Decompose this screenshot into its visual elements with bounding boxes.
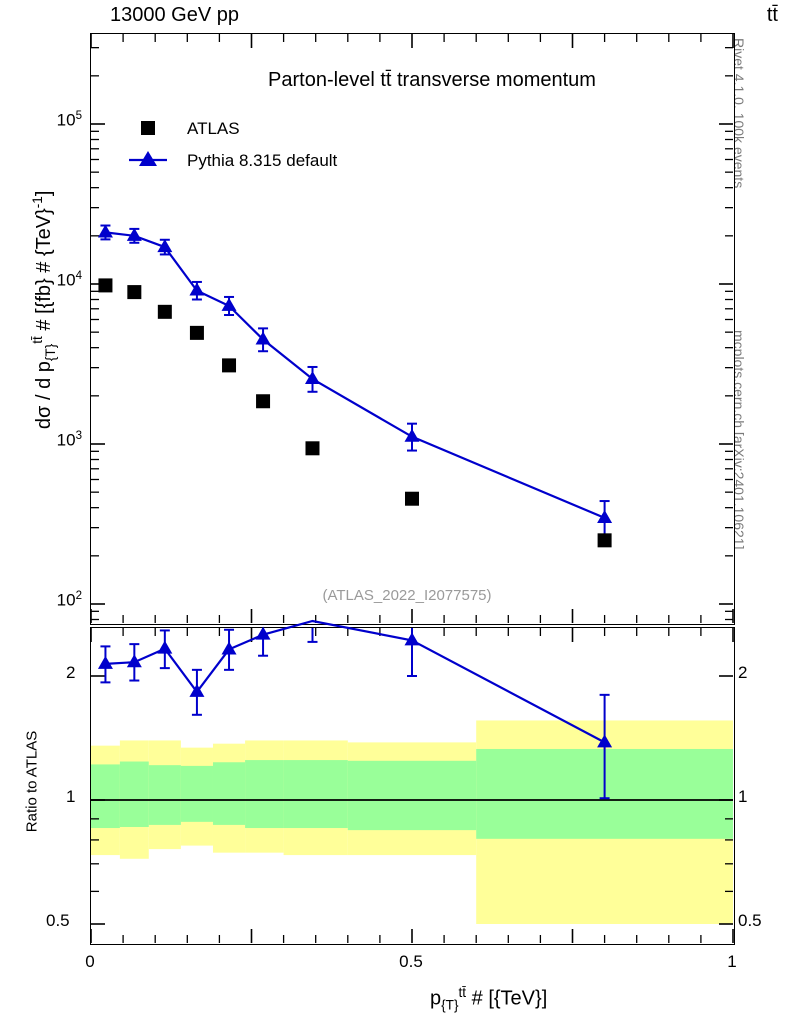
data-point-pythia: [157, 239, 173, 253]
y-axis-title-exponent: -1: [30, 196, 46, 209]
legend-marker-atlas: [141, 121, 155, 135]
x-axis-title: p{T}tt̄ # [{TeV}]: [430, 985, 547, 1013]
data-point-pythia: [221, 297, 237, 311]
ratio-tick-label-left: 2: [66, 663, 76, 682]
x-tick-label-2: 1: [727, 952, 737, 971]
data-point-atlas: [98, 278, 113, 293]
series-atlas-main: [98, 278, 612, 548]
ratio-tick-label-right: 1: [738, 787, 748, 806]
data-point-ratio: [157, 640, 173, 654]
main-plot-svg: Parton-level tt̄ transverse momentum (ATL…: [90, 34, 734, 623]
y-tick-label-1e4: 104: [56, 270, 82, 290]
legend-marker-pythia: [139, 151, 157, 166]
dataset-watermark: (ATLAS_2022_I2077575): [322, 587, 491, 604]
y-axis-title-subscript: {T}: [42, 343, 58, 362]
ratio-plot-panel: [90, 619, 735, 945]
x-tick-label-1: 0.5: [399, 952, 423, 971]
data-point-pythia: [255, 331, 271, 345]
data-point-ratio: [97, 655, 113, 669]
ratio-y-axis-title: Ratio to ATLAS: [23, 730, 41, 833]
x-axis-title-part-b: # [{TeV}]: [466, 987, 548, 1010]
legend-label-pythia: Pythia 8.315 default: [187, 151, 338, 170]
data-point-ratio: [189, 683, 205, 697]
data-point-atlas: [305, 441, 320, 456]
header-beam-info: 13000 GeV pp: [110, 4, 239, 26]
data-point-pythia: [126, 227, 142, 241]
data-point-pythia: [404, 428, 420, 442]
y-axis-title-part-a: dσ / d p: [32, 361, 55, 430]
y-tick-label-1e3: 103: [56, 430, 82, 450]
legend-label-atlas: ATLAS: [187, 119, 240, 138]
y-axis-title-part-c: ]: [32, 190, 55, 197]
data-point-pythia: [304, 370, 320, 384]
data-point-ratio: [597, 734, 613, 748]
data-point-atlas: [157, 304, 172, 319]
data-point-atlas: [256, 394, 271, 409]
data-point-atlas: [405, 491, 419, 506]
y-axis-title-superscript: tt̄: [30, 336, 46, 344]
ratio-tick-label-left: 0.5: [46, 911, 70, 930]
x-tick-label-0: 0: [85, 952, 95, 971]
data-point-ratio: [255, 626, 271, 640]
y-tick-label-1e2: 102: [56, 590, 82, 610]
x-axis-title-part-a: p: [430, 987, 442, 1010]
main-plot-panel: Parton-level tt̄ transverse momentum (ATL…: [90, 33, 735, 625]
x-axis-title-subscript: {T}: [441, 997, 459, 1013]
legend: ATLAS Pythia 8.315 default: [129, 119, 338, 170]
data-point-ratio: [404, 632, 420, 646]
data-point-atlas: [222, 358, 237, 373]
ratio-plot-svg: [90, 619, 734, 943]
header-process-label: tt̄: [766, 4, 778, 26]
y-tick-label-1e5: 105: [56, 110, 82, 130]
data-point-atlas: [127, 285, 142, 300]
plot-title: Parton-level tt̄ transverse momentum: [268, 69, 596, 91]
ratio-tick-label-right: 2: [738, 663, 748, 682]
data-point-pythia: [189, 282, 205, 296]
data-point-atlas: [189, 325, 204, 340]
series-pythia-line: [105, 231, 606, 519]
ratio-tick-label-right: 0.5: [738, 911, 762, 930]
ratio-tick-label-left: 1: [66, 787, 76, 806]
data-point-pythia: [597, 509, 613, 523]
data-point-ratio: [221, 641, 237, 655]
data-point-pythia: [97, 224, 113, 238]
data-point-atlas: [597, 533, 612, 548]
x-axis-title-superscript: tt̄: [458, 985, 467, 1000]
series-pythia-ratio: [97, 619, 613, 800]
series-pythia-main: [97, 224, 613, 538]
data-point-ratio: [126, 654, 142, 668]
